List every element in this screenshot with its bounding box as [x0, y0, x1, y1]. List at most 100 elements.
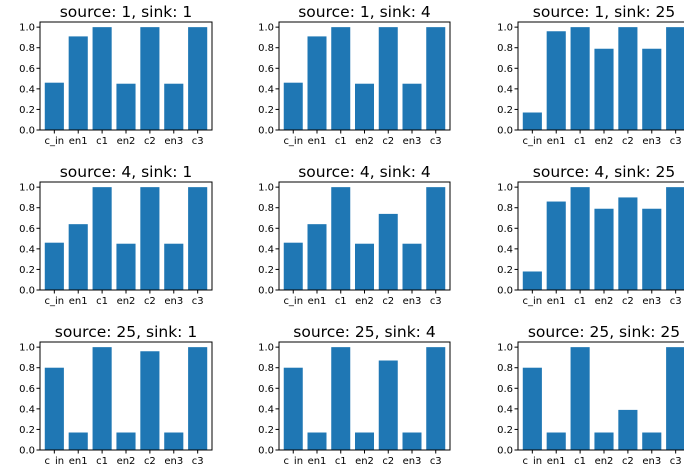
bar-c1 [570, 187, 590, 290]
x-tick-label: en3 [403, 136, 422, 147]
x-tick-label: en3 [642, 456, 661, 464]
chart-title: source: 4, sink: 4 [298, 163, 431, 181]
x-tick-label: en3 [403, 296, 422, 307]
y-tick-label: 0.0 [19, 446, 35, 457]
y-tick-label: 0.6 [19, 224, 35, 235]
bar-en1 [68, 36, 88, 130]
y-tick-label: 0.2 [497, 425, 513, 436]
chart-panel-3: source: 1, sink: 25 c_in en1 c1 en2 c2 en3 c3 0.… [497, 3, 684, 147]
bar-en2 [355, 243, 374, 290]
bar-c1 [92, 187, 112, 290]
bar-en3 [642, 432, 662, 450]
bar-c2 [378, 27, 398, 130]
x-tick-label: c2 [622, 136, 634, 147]
chart-panel-1: source: 1, sink: 1 c_in en1 c1 en2 c2 en3 c3 0.0… [19, 3, 213, 147]
y-tick-label: 0.0 [19, 126, 35, 137]
x-tick-label: c1 [574, 136, 586, 147]
x-tick-label: c2 [622, 296, 634, 307]
x-tick-label: en3 [403, 456, 422, 464]
y-tick-label: 1.0 [19, 183, 35, 194]
bar-en1 [307, 432, 327, 450]
bar-en2 [594, 48, 614, 130]
x-tick-label: en2 [117, 136, 136, 147]
y-tick-label: 0.6 [258, 64, 274, 75]
x-tick-label: c_in [45, 136, 65, 147]
chart-panel-9: source: 25, sink: 25 c_in en1 c1 en2 c2 en3 c3 0… [497, 323, 684, 464]
y-tick-label: 0.2 [497, 105, 513, 116]
x-tick-label: c3 [430, 136, 442, 147]
axes-frame [39, 181, 213, 291]
x-tick-label: c_in [523, 136, 543, 147]
chart-panel-4: source: 4, sink: 1 c_in en1 c1 en2 c2 en3 c3 0.0… [19, 163, 213, 307]
bar-c1 [331, 347, 351, 450]
y-tick-label: 0.4 [497, 244, 513, 255]
x-tick-label: en2 [355, 136, 374, 147]
bar-c3 [666, 347, 684, 450]
bar-c1 [92, 27, 112, 130]
y-tick-label: 1.0 [497, 343, 513, 354]
chart-panel-8: source: 25, sink: 4 c_in en1 c1 en2 c2 en3 c3 0.… [258, 323, 451, 464]
x-tick-label: c_in [45, 296, 65, 307]
y-tick-label: 0.0 [497, 126, 513, 137]
bar-c2 [140, 27, 160, 130]
x-tick-label: en2 [595, 456, 614, 464]
bar-c2 [140, 351, 160, 450]
y-tick-label: 0.8 [19, 203, 35, 214]
bar-c3 [426, 187, 446, 290]
x-tick-label: en1 [547, 296, 566, 307]
y-tick-label: 0.8 [497, 203, 513, 214]
bar-c3 [188, 347, 208, 450]
x-tick-label: c2 [144, 456, 156, 464]
bar-en1 [546, 31, 566, 130]
x-tick-label: c1 [96, 136, 108, 147]
bar-en1 [546, 201, 566, 290]
x-tick-label: en2 [595, 296, 614, 307]
x-tick-label: en1 [308, 136, 327, 147]
y-tick-label: 1.0 [258, 343, 274, 354]
x-tick-label: c2 [382, 296, 394, 307]
y-tick-label: 0.2 [19, 265, 35, 276]
chart-title: source: 1, sink: 25 [533, 3, 675, 21]
bar-c1 [570, 347, 590, 450]
x-tick-label: c_in [283, 136, 303, 147]
y-tick-label: 0.8 [497, 43, 513, 54]
bar-en1 [68, 224, 88, 290]
x-tick-label: c3 [670, 136, 682, 147]
axes-frame [517, 21, 684, 131]
x-tick-label: c1 [335, 296, 347, 307]
x-tick-label: c3 [430, 456, 442, 464]
y-tick-label: 0.2 [258, 425, 274, 436]
bar-en3 [402, 432, 422, 450]
y-tick-label: 0.0 [258, 126, 274, 137]
y-tick-label: 0.0 [258, 286, 274, 297]
x-tick-label: c2 [144, 136, 156, 147]
y-tick-label: 0.6 [19, 64, 35, 75]
x-tick-label: c_in [283, 296, 303, 307]
bar-en2 [594, 208, 614, 290]
x-tick-label: c2 [382, 136, 394, 147]
y-tick-label: 1.0 [258, 183, 274, 194]
y-tick-label: 1.0 [19, 343, 35, 354]
bar-en1 [307, 224, 327, 290]
y-tick-label: 1.0 [19, 23, 35, 34]
axes-frame [278, 181, 451, 291]
x-tick-label: en1 [547, 456, 566, 464]
y-tick-label: 0.4 [19, 244, 35, 255]
bar-c2 [140, 187, 160, 290]
x-tick-label: c3 [430, 296, 442, 307]
x-tick-label: en3 [642, 296, 661, 307]
bar-c1 [331, 27, 351, 130]
bar-c3 [666, 187, 684, 290]
x-tick-label: c1 [96, 456, 108, 464]
y-tick-label: 0.0 [19, 286, 35, 297]
axes-frame [517, 341, 684, 451]
y-tick-label: 0.2 [19, 425, 35, 436]
chart-title: source: 25, sink: 25 [528, 323, 680, 341]
y-tick-label: 0.0 [497, 446, 513, 457]
bar-c1 [331, 187, 351, 290]
bar-en1 [546, 432, 566, 450]
bar-c2 [618, 27, 638, 130]
x-tick-label: c1 [96, 296, 108, 307]
chart-panel-6: source: 4, sink: 25 c_in en1 c1 en2 c2 en3 c3 0.… [497, 163, 684, 307]
bar-en2 [355, 83, 374, 130]
